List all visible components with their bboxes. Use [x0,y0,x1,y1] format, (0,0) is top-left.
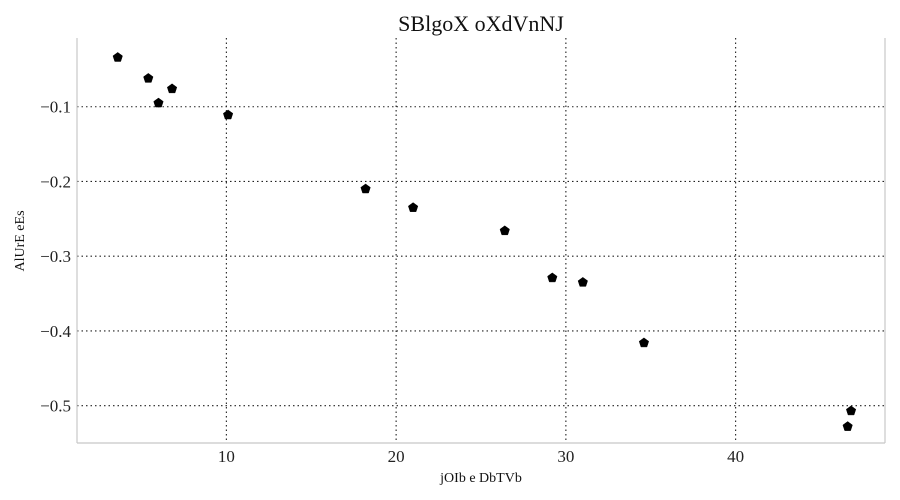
data-point [547,272,558,283]
data-point [143,73,154,83]
chart-title: SBlgoX oXdVnNJ [398,11,564,36]
data-point [360,183,371,194]
data-point [153,97,164,108]
y-axis-label: AlUrE eEs [13,210,28,271]
y-tick-label: −0.2 [40,172,71,191]
y-tick-label: −0.3 [40,247,71,266]
y-tick-label: −0.4 [40,322,71,341]
x-tick-label: 40 [727,447,744,466]
y-tick-label: −0.5 [40,397,71,416]
x-tick-label: 10 [218,447,235,466]
data-point [638,337,650,348]
grid-layer [77,38,885,443]
data-point [577,277,588,287]
y-tick-label: −0.1 [40,98,71,117]
data-point [842,421,853,431]
data-points [112,52,857,431]
axes-layer [76,38,886,444]
data-point [408,202,419,212]
x-tick-label: 30 [557,447,574,466]
x-tick-label: 20 [388,447,405,466]
x-axis-label: jOIb e DbTVb [439,471,522,486]
data-point [112,52,123,62]
data-point [499,225,510,236]
data-point [846,405,857,416]
tick-labels: 10 20 30 40 −0.1 −0.2 −0.3 −0.4 −0.5 [40,98,744,466]
data-point [223,109,234,120]
data-point [167,83,178,94]
